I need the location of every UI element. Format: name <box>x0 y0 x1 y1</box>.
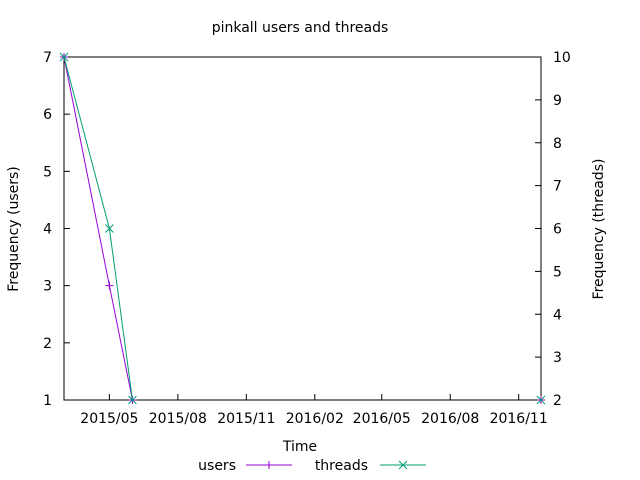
axes: 1 2 3 4 5 6 7 2 3 4 5 6 7 8 9 10 2015/05 2015/08 2015/11 20… <box>43 50 571 427</box>
x-tick-label: 2015/05 <box>80 411 138 427</box>
users-line <box>63 56 133 401</box>
y2-tick-label: 5 <box>553 264 562 280</box>
y2-axis-label: Frequency (threads) <box>591 159 607 300</box>
y2-tick-label: 8 <box>553 136 562 152</box>
x-tick-label: 2016/08 <box>421 411 479 427</box>
y-tick-label: 5 <box>43 164 52 180</box>
x-tick-label: 2015/11 <box>217 411 275 427</box>
y-axis-label: Frequency (users) <box>6 166 22 292</box>
y2-tick-label: 2 <box>553 393 562 409</box>
x-axis-label: Time <box>282 439 317 455</box>
x-tick-label: 2016/02 <box>286 411 344 427</box>
x-tick-label: 2016/05 <box>353 411 411 427</box>
threads-point-shape <box>536 395 546 405</box>
users-point-shape <box>105 281 114 290</box>
legend-marker-threads <box>398 460 408 470</box>
y-tick-label: 6 <box>43 107 52 123</box>
threads-point <box>536 395 546 405</box>
y-tick-label: 7 <box>43 50 52 66</box>
y2-tick-label: 6 <box>553 222 562 238</box>
legend: users threads <box>198 458 426 474</box>
series-layer <box>59 52 546 405</box>
y2-tick-label: 7 <box>553 179 562 195</box>
y2-tick-label: 9 <box>553 93 562 109</box>
legend-marker-users <box>265 461 273 469</box>
threads-point-shape <box>59 52 69 62</box>
legend-label-threads: threads <box>315 458 368 474</box>
x-tick-label: 2016/11 <box>490 411 548 427</box>
threads-point-shape <box>105 224 114 233</box>
plot-frame <box>63 56 542 401</box>
y2-tick-label: 10 <box>553 50 571 66</box>
x-tick-label: 2015/08 <box>149 411 207 427</box>
threads-point-shape <box>128 395 137 405</box>
y2-tick-label: 3 <box>553 350 562 366</box>
threads-point <box>59 52 69 62</box>
chart-title: pinkall users and threads <box>212 20 389 36</box>
y-tick-label: 3 <box>43 279 52 295</box>
threads-point <box>105 224 114 233</box>
legend-label-users: users <box>198 458 236 474</box>
threads-point <box>128 395 137 405</box>
y-tick-label: 2 <box>43 336 52 352</box>
y2-tick-label: 4 <box>553 307 562 323</box>
users-point <box>105 281 114 290</box>
y-tick-label: 4 <box>43 222 52 238</box>
legend-marker-users-shape <box>265 461 273 469</box>
y-tick-label: 1 <box>43 393 52 409</box>
legend-marker-threads-shape <box>398 460 408 470</box>
